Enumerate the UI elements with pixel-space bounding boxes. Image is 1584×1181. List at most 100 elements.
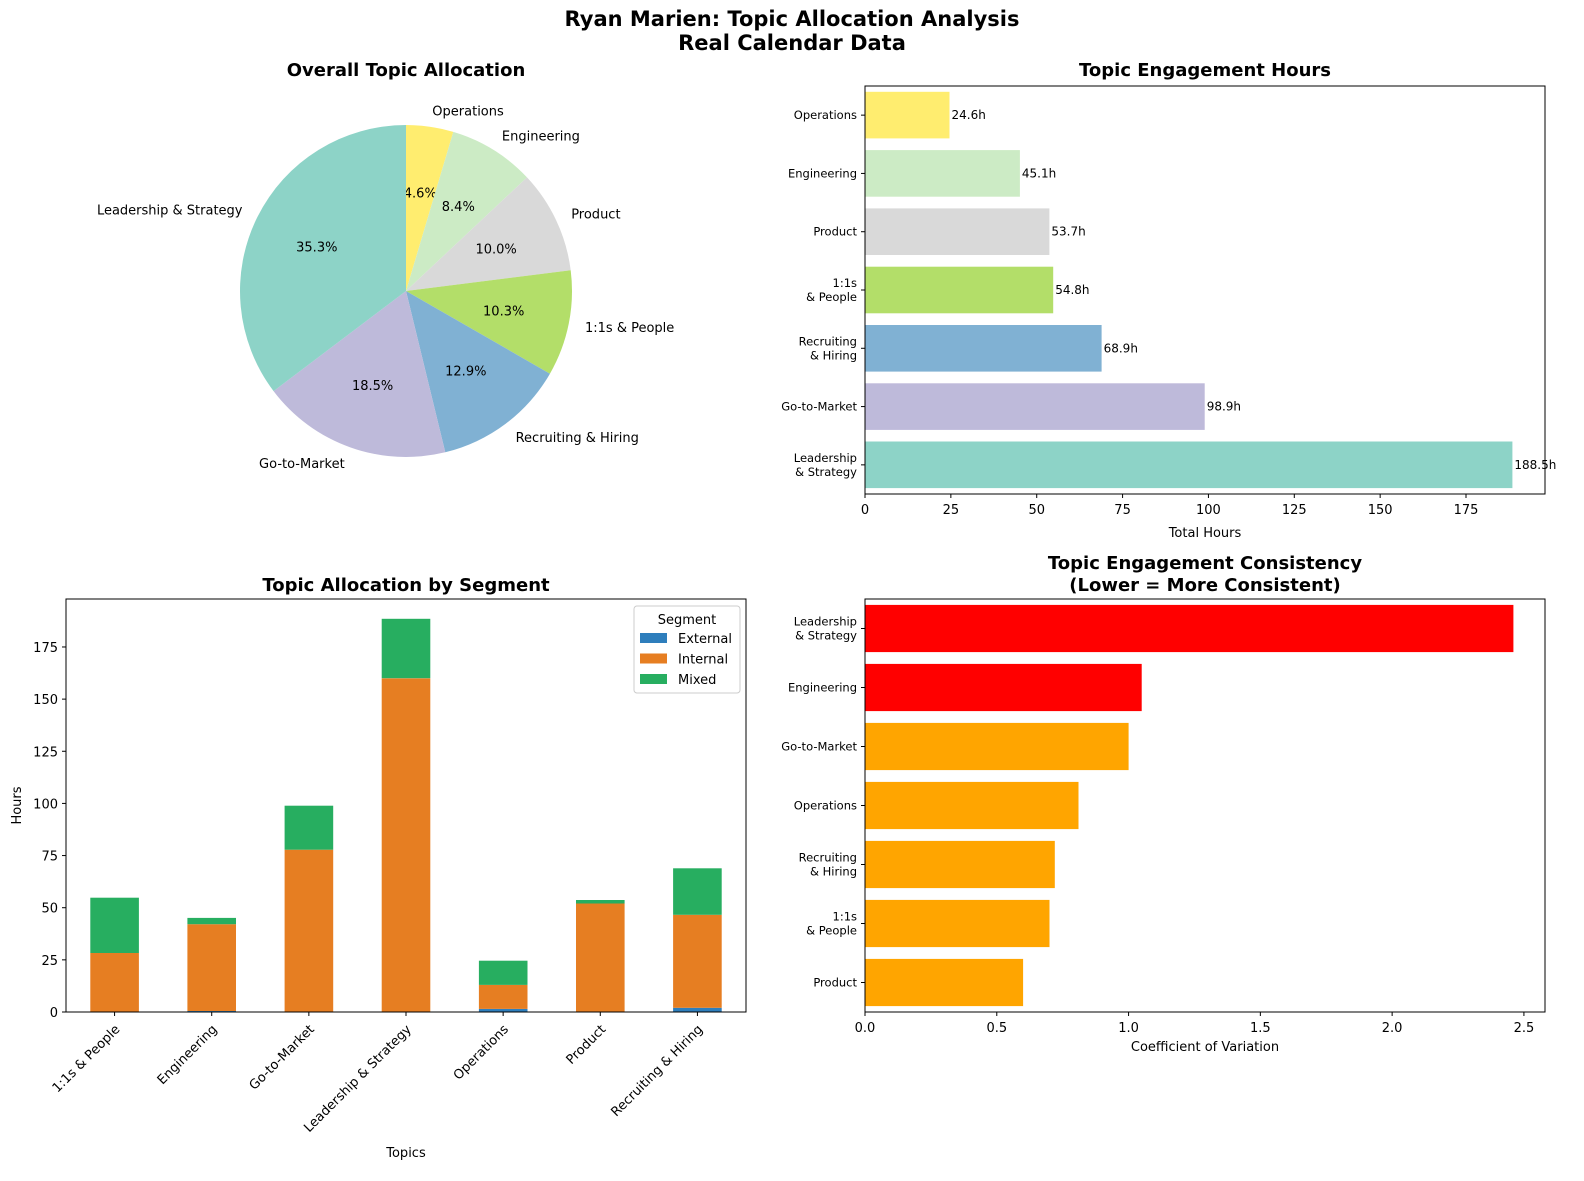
segment-ytick-label: 175 — [33, 641, 58, 656]
segment-ytick-label: 0 — [50, 1006, 58, 1021]
hours-xtick-label: 50 — [1028, 503, 1045, 518]
bar-chart-topic-engagement-consistency: Topic Engagement Consistency(Lower = Mor… — [781, 553, 1546, 1055]
pie-title: Overall Topic Allocation — [287, 60, 526, 81]
segment-bar-1-1s-people-internal — [90, 953, 139, 1012]
segment-bar-go-to-market-mixed — [284, 805, 334, 850]
hours-ytick-label: & Strategy — [795, 465, 857, 479]
pie-label-engineering: Engineering — [502, 130, 580, 145]
cv-xtick-label: 2.5 — [1514, 1021, 1535, 1036]
cv-bar-recruiting-hiring — [865, 840, 1055, 889]
pie-label-recruiting-hiring: Recruiting & Hiring — [516, 431, 639, 446]
hours-bar-leadership-strategy — [865, 441, 1513, 489]
hours-ytick-label: Go-to-Market — [781, 400, 857, 414]
pie-label-product: Product — [571, 207, 620, 222]
hours-ytick-label: & People — [806, 290, 857, 304]
legend-title: Segment — [658, 613, 717, 628]
hours-xtick-label: 150 — [1368, 503, 1393, 518]
segment-ytick-label: 25 — [41, 954, 58, 969]
hours-bar-product — [865, 208, 1050, 255]
pie-label-1-1s-people: 1:1s & People — [585, 321, 674, 336]
hours-xtick-label: 125 — [1282, 503, 1307, 518]
cv-xtick-label: 1.5 — [1250, 1021, 1271, 1036]
segment-axes-frame — [65, 598, 747, 1013]
hours-value-label-leadership-strategy: 188.5h — [1514, 458, 1556, 472]
cv-ytick-label: 1:1s — [833, 910, 858, 924]
cv-axes-frame — [864, 598, 1546, 1013]
hours-xtick-label: 175 — [1454, 503, 1479, 518]
hours-bar-go-to-market — [865, 383, 1205, 430]
cv-ytick-label: Engineering — [788, 681, 857, 695]
segment-bar-operations-mixed — [478, 960, 528, 985]
hours-axes-frame — [864, 85, 1546, 495]
cv-bar-engineering — [865, 663, 1142, 712]
pie-percent-operations: 4.6% — [404, 186, 437, 201]
hours-ytick-label: Operations — [794, 108, 857, 122]
pie-slice-recruiting-hiring — [406, 291, 550, 453]
legend-swatch-mixed — [640, 674, 667, 684]
hours-xtick-label: 100 — [1196, 503, 1221, 518]
cv-xtick-label: 1.0 — [1118, 1021, 1139, 1036]
legend-label-mixed: Mixed — [678, 673, 716, 688]
pie-label-go-to-market: Go-to-Market — [259, 457, 345, 472]
hours-xtick-label: 75 — [1114, 503, 1131, 518]
segment-legend: Segment External Internal Mixed — [633, 605, 741, 694]
hours-ytick-label: Engineering — [788, 166, 857, 180]
cv-ytick-label: Operations — [794, 799, 857, 813]
segment-bar-1-1s-people-mixed — [90, 897, 139, 953]
segment-ytick-label: 100 — [33, 797, 58, 812]
pie-slice-operations — [406, 125, 454, 291]
pie-slice-product — [406, 177, 571, 291]
legend-swatch-external — [640, 633, 667, 643]
segment-bar-operations-internal — [478, 984, 528, 1009]
hours-value-label-1-1s-people: 54.8h — [1055, 283, 1089, 297]
cv-bar-operations — [865, 781, 1079, 830]
cv-ytick-label: & Strategy — [795, 629, 857, 643]
segment-bar-operations-external — [478, 1008, 528, 1012]
hours-ytick-label: Product — [813, 225, 857, 239]
hours-bar-recruiting-hiring — [865, 325, 1102, 372]
pie-label-operations: Operations — [432, 104, 504, 119]
cv-ytick-label: & People — [806, 924, 857, 938]
hours-xlabel: Total Hours — [1168, 526, 1242, 541]
cv-bar-go-to-market — [865, 722, 1129, 771]
segment-bar-recruiting-hiring-external — [673, 1007, 722, 1012]
segment-ytick-label: 75 — [41, 850, 58, 865]
segment-xlabel: Topics — [385, 1146, 426, 1161]
cv-bar-1-1s-people — [865, 899, 1050, 948]
hours-bar-engineering — [865, 150, 1020, 197]
hours-ytick-label: & Hiring — [810, 348, 857, 362]
hours-value-label-go-to-market: 98.9h — [1207, 400, 1241, 414]
pie-label-leadership-strategy: Leadership & Strategy — [97, 204, 243, 219]
cv-bar-leadership-strategy — [865, 604, 1514, 653]
cv-ytick-label: Product — [813, 976, 857, 990]
pie-slice-engineering — [406, 131, 528, 291]
bar-chart-topic-engagement-hours: Topic Engagement Hours 24.6h Operations 45.… — [781, 60, 1556, 541]
legend-label-external: External — [678, 632, 732, 647]
cv-ytick-label: Go-to-Market — [781, 740, 857, 754]
cv-title-line1: Topic Engagement Consistency — [1048, 553, 1362, 574]
pie-slice-1-1s-people — [406, 270, 572, 374]
cv-ytick-label: Recruiting — [799, 851, 857, 865]
hours-xtick-label: 25 — [943, 503, 960, 518]
cv-xlabel: Coefficient of Variation — [1131, 1040, 1279, 1055]
figure-title-line1: Ryan Marien: Topic Allocation Analysis — [565, 7, 1020, 31]
hours-xtick-label: 0 — [861, 503, 869, 518]
hours-ytick-label: Recruiting — [799, 334, 857, 348]
segment-bar-recruiting-hiring-mixed — [673, 868, 722, 915]
cv-ytick-label: & Hiring — [810, 865, 857, 879]
hours-value-label-engineering: 45.1h — [1022, 166, 1056, 180]
pie-chart-overall-topic-allocation: Overall Topic Allocation Operations 4.6% En… — [97, 60, 674, 472]
legend-frame — [633, 605, 741, 694]
pie-percent-go-to-market: 18.5% — [352, 379, 393, 394]
hours-bar-1-1s-people — [865, 266, 1054, 314]
hours-value-label-operations: 24.6h — [952, 108, 986, 122]
pie-percent-recruiting-hiring: 12.9% — [445, 365, 486, 380]
pie-percent-leadership-strategy: 35.3% — [296, 241, 337, 256]
segment-bar-leadership-strategy-mixed — [381, 618, 431, 679]
segment-bar-engineering-mixed — [187, 917, 236, 925]
cv-xtick-label: 0.0 — [855, 1021, 876, 1036]
pie-percent-1-1s-people: 10.3% — [483, 305, 524, 320]
segment-bar-recruiting-hiring-internal — [673, 914, 722, 1008]
segment-ytick-label: 50 — [41, 902, 58, 917]
